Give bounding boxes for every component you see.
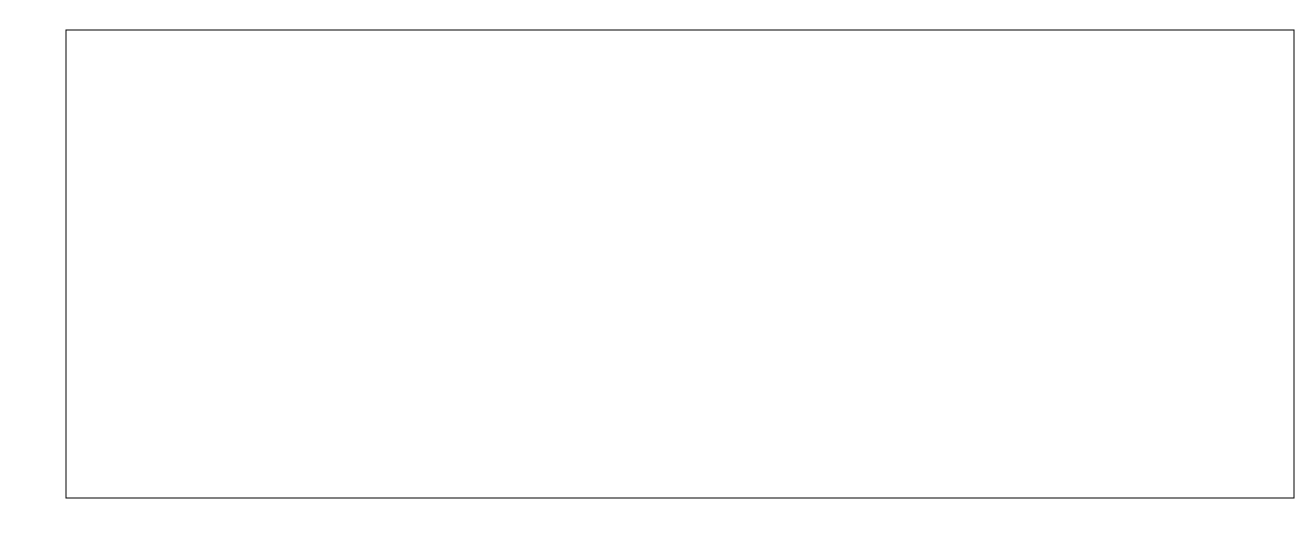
chart-container [0, 0, 1310, 547]
figure-bg [0, 0, 1310, 547]
chart-svg [0, 0, 1310, 547]
